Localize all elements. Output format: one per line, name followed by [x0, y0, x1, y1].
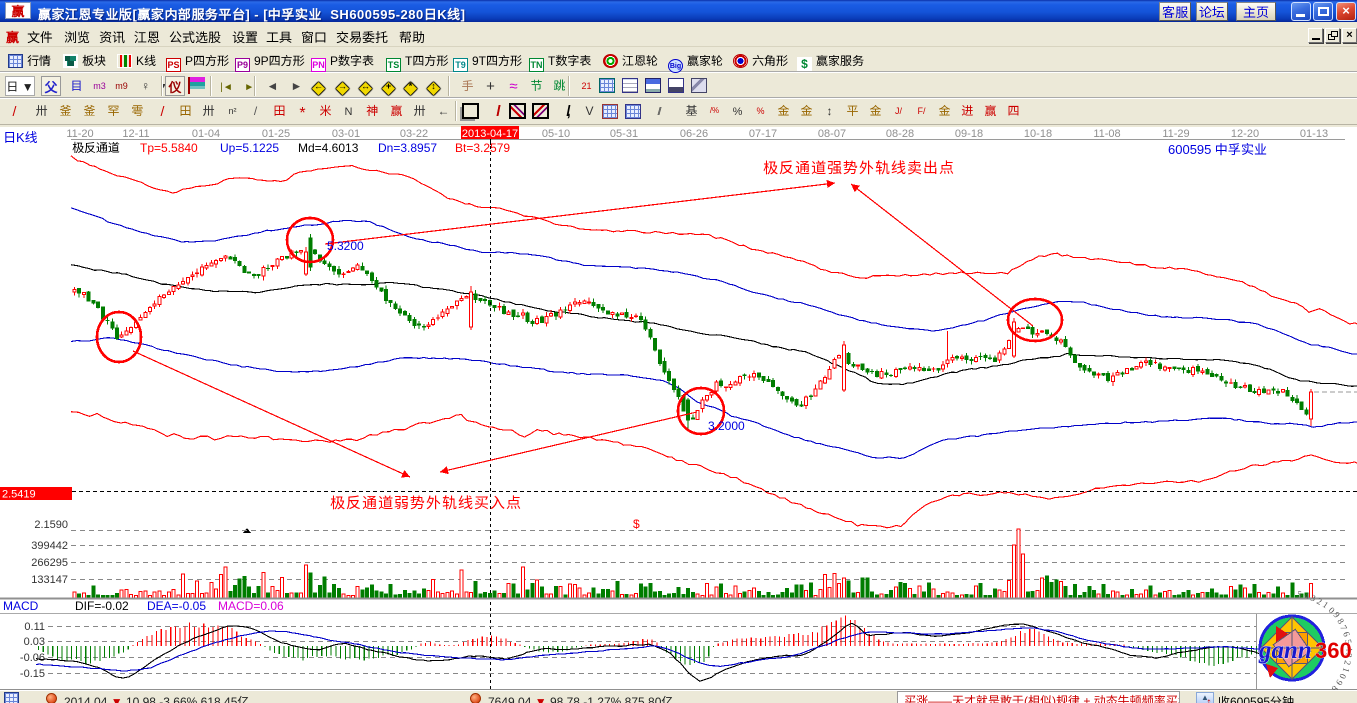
svg-text:DEA=-0.05: DEA=-0.05 — [147, 599, 206, 613]
svg-text:5.3200: 5.3200 — [327, 239, 364, 253]
svg-text:8: 8 — [1335, 617, 1346, 627]
svg-text:0.03: 0.03 — [24, 636, 45, 648]
svg-text:-0.06: -0.06 — [20, 652, 45, 664]
svg-text:266295: 266295 — [31, 557, 68, 569]
svg-text:360: 360 — [1315, 638, 1352, 663]
svg-text:11-20: 11-20 — [66, 128, 93, 140]
svg-text:01-04: 01-04 — [192, 128, 220, 140]
svg-text:11-29: 11-29 — [1162, 128, 1189, 140]
svg-text:极反通道强势外轨线卖出点: 极反通道强势外轨线卖出点 — [763, 157, 955, 178]
svg-text:DIF=-0.02: DIF=-0.02 — [75, 599, 129, 613]
svg-text:600595 中孚实业: 600595 中孚实业 — [1168, 139, 1267, 158]
svg-text:7: 7 — [1338, 623, 1349, 632]
svg-text:$: $ — [633, 517, 640, 531]
svg-text:0: 0 — [1327, 605, 1337, 616]
svg-text:12-20: 12-20 — [1231, 128, 1259, 140]
svg-text:03-22: 03-22 — [400, 128, 428, 140]
svg-text:7: 7 — [1324, 689, 1335, 690]
svg-text:5: 5 — [1297, 589, 1303, 599]
svg-text:05-10: 05-10 — [542, 128, 570, 140]
svg-text:8: 8 — [1329, 684, 1340, 690]
svg-text:9: 9 — [1331, 610, 1342, 620]
svg-text:Tp=5.5840: Tp=5.5840 — [140, 139, 198, 156]
svg-text:MACD: MACD — [3, 599, 39, 613]
svg-text:03-01: 03-01 — [332, 128, 360, 140]
svg-text:133147: 133147 — [31, 574, 68, 586]
svg-text:08-07: 08-07 — [818, 128, 846, 140]
svg-text:Bt=3.2579: Bt=3.2579 — [455, 139, 510, 156]
svg-text:09-18: 09-18 — [955, 128, 983, 140]
svg-text:3: 3 — [1309, 592, 1317, 603]
svg-text:Up=5.1225: Up=5.1225 — [220, 139, 279, 156]
svg-text:1: 1 — [1341, 666, 1352, 673]
svg-text:0: 0 — [1337, 672, 1348, 681]
svg-text:2.1590: 2.1590 — [34, 519, 68, 531]
svg-text:MACD=0.06: MACD=0.06 — [218, 599, 284, 613]
svg-text:5: 5 — [1343, 638, 1354, 645]
svg-text:3.2000: 3.2000 — [708, 419, 745, 433]
svg-text:gann: gann — [1258, 637, 1312, 664]
svg-text:07-17: 07-17 — [749, 128, 777, 140]
svg-text:极反通道弱势外轨线买入点: 极反通道弱势外轨线买入点 — [330, 492, 522, 513]
svg-text:2013-04-17: 2013-04-17 — [462, 128, 518, 140]
svg-text:Md=4.6013: Md=4.6013 — [298, 139, 359, 156]
svg-text:01-25: 01-25 — [262, 128, 290, 140]
svg-text:日K线: 日K线 — [3, 127, 38, 146]
svg-text:1: 1 — [1321, 599, 1330, 610]
svg-text:0.11: 0.11 — [24, 621, 45, 633]
svg-text:06-26: 06-26 — [680, 128, 708, 140]
svg-text:4: 4 — [1304, 590, 1311, 601]
svg-text:01-13: 01-13 — [1300, 128, 1328, 140]
svg-text:极反通道: 极反通道 — [72, 139, 120, 156]
svg-text:08-28: 08-28 — [886, 128, 914, 140]
svg-text:2: 2 — [1315, 596, 1324, 607]
svg-text:9: 9 — [1334, 678, 1345, 688]
svg-text:Dn=3.8957: Dn=3.8957 — [378, 139, 437, 156]
svg-text:399442: 399442 — [31, 540, 68, 552]
svg-text:12-11: 12-11 — [122, 128, 149, 140]
svg-text:10-18: 10-18 — [1024, 128, 1052, 140]
svg-text:3: 3 — [1344, 653, 1354, 659]
svg-text:2: 2 — [1342, 660, 1353, 666]
svg-text:4: 4 — [1344, 646, 1354, 652]
svg-text:05-31: 05-31 — [610, 128, 638, 140]
svg-text:11-08: 11-08 — [1093, 128, 1120, 140]
svg-text:6: 6 — [1341, 630, 1352, 638]
svg-text:2.5419: 2.5419 — [2, 489, 36, 501]
svg-text:-0.15: -0.15 — [20, 668, 45, 680]
